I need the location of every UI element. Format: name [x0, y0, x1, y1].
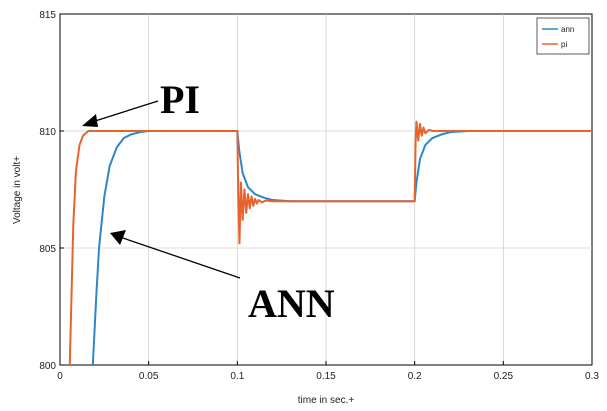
x-tick-label: 0.3 — [585, 371, 599, 382]
y-tick-label: 800 — [39, 361, 56, 372]
annotation-ann: ANN — [248, 281, 335, 326]
annotation-pi-arrow — [91, 100, 159, 123]
x-axis-title: time in sec.+ — [298, 395, 355, 406]
annotation-pi-arrowhead — [82, 114, 98, 127]
axes: 0 0.05 0.1 0.15 0.2 0.25 0.3 800 805 810 815 — [39, 10, 599, 382]
y-tick-label: 815 — [39, 10, 56, 21]
y-tick-label: 805 — [39, 244, 56, 255]
series-line-ann — [91, 130, 592, 366]
x-tick-label: 0.25 — [494, 371, 514, 382]
annotation-ann-arrowhead — [110, 230, 126, 245]
y-tick-label: 810 — [39, 127, 56, 138]
x-tick-label: 0.2 — [408, 371, 422, 382]
series-line-pi — [68, 120, 592, 366]
legend-label-pi: pi — [561, 40, 567, 49]
legend-box — [536, 17, 590, 55]
x-tick-label: 0 — [57, 371, 63, 382]
x-tick-label: 0.1 — [230, 371, 244, 382]
x-tick-label: 0.15 — [316, 371, 336, 382]
annotation-pi: PI — [160, 77, 200, 122]
legend: ann pi — [536, 17, 590, 55]
x-tick-label: 0.05 — [139, 371, 159, 382]
legend-label-ann: ann — [561, 25, 574, 34]
series-layer — [68, 120, 592, 366]
annotations: PI ANN — [82, 77, 335, 326]
annotation-ann-arrow — [119, 236, 241, 279]
y-axis-title: Voltage in volt+ — [12, 156, 23, 224]
